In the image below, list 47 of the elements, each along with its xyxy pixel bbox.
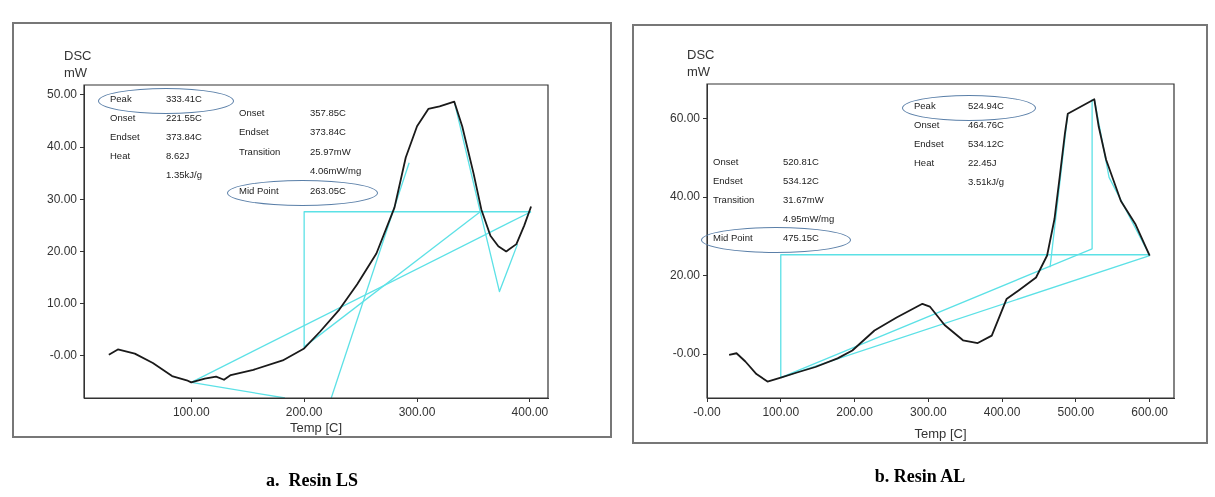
text: Endset 534.12C [713,174,819,186]
text: Endset 373.84C [110,130,202,142]
x-tick-label: 400.00 [983,404,1021,419]
text: a. Resin LS [265,470,359,491]
text: b. Resin AL [873,466,967,487]
y-axis-title: DSC mW [687,47,715,79]
x-axis-title: Temp [C] [289,419,343,435]
text: Transition 31.67mW [713,193,824,205]
x-tick-label: 100.00 [762,404,800,419]
text: Endset 534.12C [914,137,1004,149]
x-tick-label: 500.00 [1057,404,1095,419]
text: Onset 520.81C [713,155,819,167]
annotation: 4.95mW/mg [783,212,835,224]
text: Mid Point 263.05C [239,184,346,196]
y-tick-label: 40.00 [46,139,78,154]
x-tick-label: 300.00 [909,404,947,419]
y-tick-label: 60.00 [669,110,701,125]
x-tick-label: 200.00 [836,404,874,419]
y-axis-title: DSC mW [64,48,92,80]
y-tick-label: 30.00 [46,191,78,206]
y-tick-label: -0.00 [49,348,78,363]
text: Onset 464.76C [914,118,1004,130]
x-tick-label: -0.00 [693,404,721,419]
y-tick-label: 20.00 [669,267,701,282]
x-tick-label: 200.00 [285,404,323,419]
text: Heat 8.62J [110,149,190,161]
text: Endset 373.84C [239,126,346,138]
y-tick-label: -0.00 [672,346,701,361]
text: Transition 25.97mW [239,145,351,157]
annotation: 1.35kJ/g [166,168,202,180]
y-tick-label: 40.00 [669,189,701,204]
y-tick-label: 50.00 [46,87,78,102]
y-tick-label: 10.00 [46,295,78,310]
text: Heat 22.45J [914,156,997,168]
annotation: 4.06mW/mg [310,165,362,177]
x-tick-label: 300.00 [398,404,436,419]
x-tick-label: 600.00 [1131,404,1169,419]
x-tick-label: 400.00 [511,404,549,419]
text: Peak 333.41C [110,92,202,104]
annotation: 3.51kJ/g [968,175,1004,187]
text: Mid Point 475.15C [713,231,819,243]
text: Peak 524.94C [914,99,1004,111]
x-tick-label: 100.00 [172,404,210,419]
y-tick-label: 20.00 [46,243,78,258]
text: Onset 357.85C [239,106,346,118]
x-axis-title: Temp [C] [914,425,967,441]
text: Onset 221.55C [110,111,202,123]
